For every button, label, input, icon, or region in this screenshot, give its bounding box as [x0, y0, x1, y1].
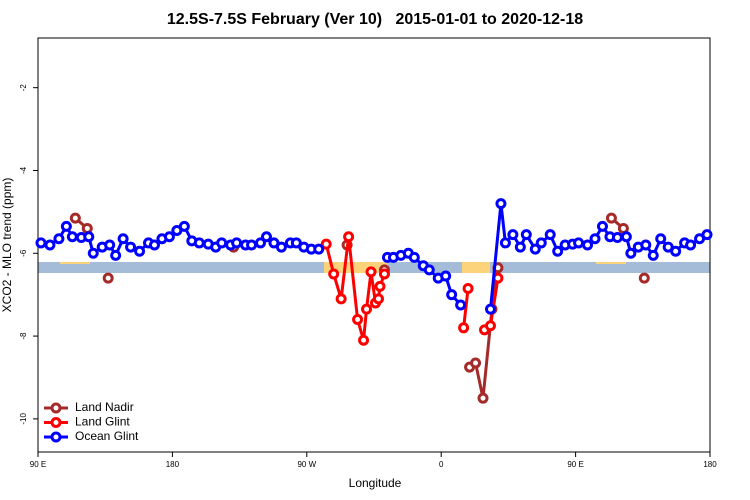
legend-label: Land Nadir — [75, 400, 134, 414]
data-point — [499, 237, 511, 249]
data-point — [275, 241, 287, 253]
data-point — [484, 320, 496, 332]
data-point — [625, 247, 637, 259]
data-point — [352, 314, 364, 326]
data-point — [53, 233, 65, 245]
data-point — [110, 249, 122, 261]
y-tick-label: -8 — [19, 332, 28, 340]
data-point — [125, 241, 137, 253]
land-band — [596, 262, 626, 264]
legend-label: Land Glint — [75, 415, 130, 429]
y-tick-label: -2 — [19, 84, 28, 92]
data-point — [60, 220, 72, 232]
data-point — [582, 239, 594, 251]
data-point — [374, 280, 386, 292]
data-point — [408, 251, 420, 263]
data-point — [495, 198, 507, 210]
data-point — [458, 322, 470, 334]
data-point — [552, 245, 564, 257]
data-point — [446, 289, 458, 301]
x-tick-label: 90 E — [567, 460, 583, 469]
data-point — [573, 237, 585, 249]
data-point — [216, 237, 228, 249]
x-tick-label: 0 — [439, 460, 444, 469]
data-point — [87, 247, 99, 259]
data-point — [611, 232, 623, 244]
data-point — [81, 222, 93, 234]
data-point — [104, 239, 116, 251]
land-band — [462, 262, 490, 273]
data-point — [343, 231, 355, 243]
y-tick-label: -10 — [19, 413, 28, 425]
data-point — [535, 237, 547, 249]
data-point — [655, 233, 667, 245]
data-point — [231, 237, 243, 249]
data-point — [440, 270, 452, 282]
data-point — [605, 212, 617, 224]
data-point — [589, 233, 601, 245]
data-point — [313, 243, 325, 255]
data-point — [685, 239, 697, 251]
data-point — [148, 239, 160, 251]
data-point — [647, 249, 659, 261]
data-point — [520, 229, 532, 241]
data-point — [372, 293, 384, 305]
data-point — [529, 243, 541, 255]
data-point — [328, 268, 340, 280]
data-point — [102, 272, 114, 284]
legend-marker — [50, 402, 62, 414]
data-point — [335, 293, 347, 305]
data-point — [193, 237, 205, 249]
legend-marker — [50, 417, 62, 428]
legend-marker — [50, 431, 62, 443]
data-point — [477, 392, 489, 404]
land-band — [60, 262, 90, 264]
data-point — [544, 229, 556, 241]
data-point — [470, 357, 482, 369]
data-point — [640, 239, 652, 251]
legend-label: Ocean Glint — [75, 429, 139, 443]
data-point — [596, 220, 608, 232]
data-point — [69, 212, 81, 224]
land-band — [324, 262, 388, 273]
data-point — [670, 245, 682, 257]
y-axis-label: XCO2 - MLO trend (ppm) — [0, 178, 14, 313]
data-point — [246, 239, 258, 251]
data-point — [455, 299, 467, 311]
series-line — [75, 218, 644, 398]
data-point — [83, 231, 95, 243]
data-point — [423, 264, 435, 276]
data-point — [638, 272, 650, 284]
x-tick-label: 180 — [703, 460, 717, 469]
data-point — [701, 229, 713, 241]
data-point — [358, 334, 370, 346]
data-point — [134, 245, 146, 257]
data-point — [255, 237, 267, 249]
data-point — [365, 266, 377, 278]
data-point — [378, 268, 390, 280]
data-point — [620, 231, 632, 243]
data-point — [35, 237, 47, 249]
x-tick-label: 90 W — [297, 460, 316, 469]
x-axis-label: Longitude — [349, 476, 402, 490]
y-tick-label: -6 — [19, 249, 28, 257]
y-tick-label: -4 — [19, 166, 28, 174]
data-point — [484, 303, 496, 315]
data-point — [178, 220, 190, 232]
data-point — [462, 282, 474, 294]
data-point — [163, 231, 175, 243]
data-point — [514, 241, 526, 253]
data-point — [507, 229, 519, 241]
x-tick-label: 90 E — [30, 460, 46, 469]
data-point — [320, 238, 332, 250]
data-point — [260, 231, 272, 243]
data-point — [361, 303, 373, 315]
plot-frame — [37, 37, 711, 453]
data-point — [66, 231, 78, 243]
chart-title: 12.5S-7.5S February (Ver 10) 2015-01-01 … — [167, 11, 583, 28]
data-point — [44, 239, 56, 251]
x-tick-label: 180 — [166, 460, 180, 469]
data-point — [117, 233, 129, 245]
